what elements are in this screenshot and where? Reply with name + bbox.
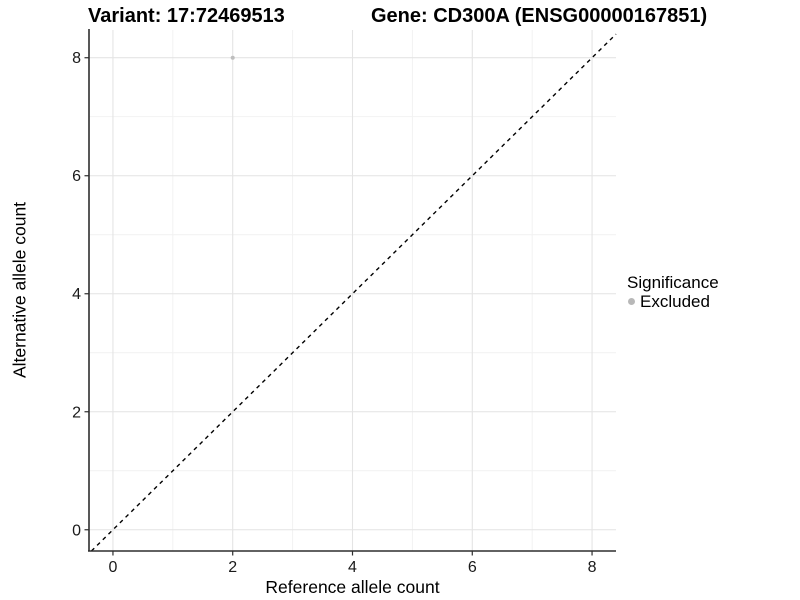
legend-entry-excluded: Excluded	[627, 292, 719, 311]
x-tick-label: 0	[109, 559, 118, 576]
y-tick-label: 4	[72, 286, 81, 303]
y-tick-label: 6	[72, 168, 81, 185]
data-point	[230, 55, 235, 60]
y-tick-label: 2	[72, 404, 81, 421]
x-tick-label: 2	[228, 559, 237, 576]
x-axis-title: Reference allele count	[265, 577, 440, 597]
x-tick-label: 8	[588, 559, 597, 576]
y-tick-label: 0	[72, 522, 81, 539]
legend-entry-label: Excluded	[640, 291, 710, 311]
legend-title: Significance	[627, 273, 719, 292]
y-axis-title: Alternative allele count	[9, 201, 30, 379]
identity-reference-line	[90, 33, 617, 552]
x-tick-label: 4	[348, 559, 357, 576]
excluded-point-icon	[628, 298, 635, 305]
y-tick-label: 8	[72, 50, 81, 67]
gene-title: Gene: CD300A (ENSG00000167851)	[371, 5, 708, 27]
legend: Significance Excluded	[627, 273, 719, 311]
x-tick-label: 6	[468, 559, 477, 576]
variant-title: Variant: 17:72469513	[88, 5, 285, 27]
